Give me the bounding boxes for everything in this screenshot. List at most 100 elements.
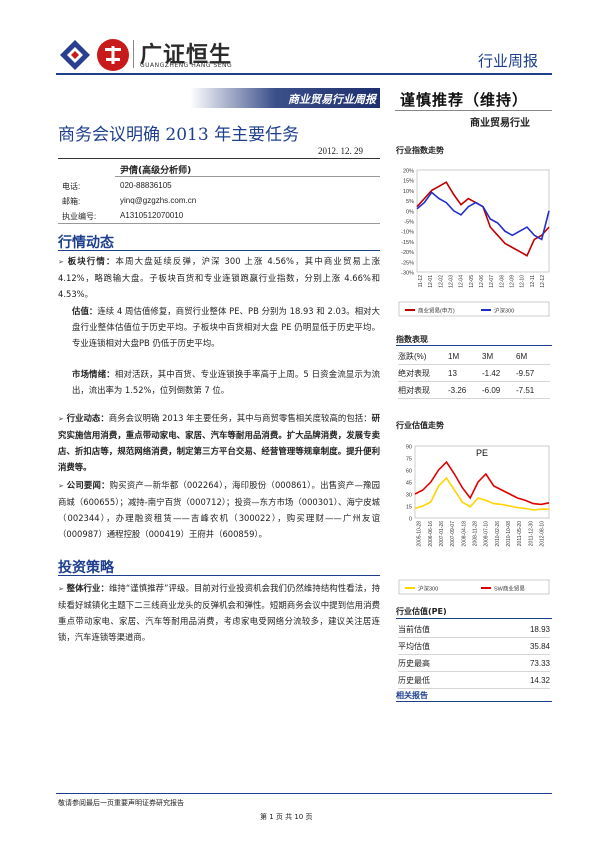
- y-tick-label: 0: [409, 517, 412, 523]
- y-tick-label: -30%: [401, 271, 414, 277]
- val-label: 历史最低: [398, 671, 492, 689]
- footer-rule: [56, 793, 552, 794]
- perf-header-row: 涨跌(%) 1M 3M 6M: [398, 348, 550, 365]
- analyst-email[interactable]: yinq@gzgzhs.com.cn: [120, 196, 197, 205]
- table-row: 历史最高 73.33: [398, 654, 550, 672]
- y-tick-label: -25%: [401, 260, 414, 266]
- series-line: [414, 476, 549, 511]
- analyst-rule: [115, 176, 380, 177]
- y-tick-label: 5%: [406, 199, 414, 205]
- perf-header-cell: 涨跌(%): [398, 348, 448, 365]
- para-sector-quote: ➢ 板块行情：本周大盘延续反弹，沪深 300 上涨 4.56%，其中商业贸易上涨…: [58, 253, 380, 302]
- x-tick-label: 12-08: [499, 275, 505, 288]
- footer-note: 敬请参阅最后一页重要声明证券研究报告: [58, 799, 184, 807]
- para-body: 连续 4 周估值修复，商贸行业整体 PE、PB 分别为 18.93 和 2.03…: [72, 306, 381, 348]
- val-label: 历史最高: [398, 654, 492, 672]
- x-tick-label: 2011-05-20: [517, 521, 523, 546]
- y-tick-label: -10%: [401, 230, 414, 236]
- section-rule: [58, 575, 380, 576]
- para-bold: 研究实施信用消费，重点带动家电、家居、汽车等耐用品消费。扩大品牌消费，发展专卖店…: [58, 413, 381, 472]
- perf-cell: -3.26: [448, 381, 482, 399]
- para-body: 维持“谨慎推荐”评级。目前对行业投资机会我们仍然维持结构性看法，持续看好城镇化主…: [58, 583, 380, 642]
- plot-area: [414, 445, 550, 519]
- x-tick-label: 12-02: [438, 275, 444, 288]
- perf-cell: -6.09: [482, 381, 516, 399]
- perf-cell: -9.57: [516, 364, 550, 382]
- chart2: 90 75 60 45 30 15 0 2005-10-28 2006-06-16 2007-01…: [398, 445, 550, 595]
- val-value: 35.84: [491, 637, 550, 655]
- x-tick-label: 2008-04-18: [461, 521, 467, 547]
- perf-rule: [396, 345, 552, 346]
- x-tick-label: 12-01: [428, 275, 434, 288]
- chart1: 20% 15% 10% 5% 0% -5% -10% -15% -20% -25% -30% 11-1…: [398, 169, 550, 317]
- chart2-title: 行业估值走势: [396, 421, 444, 430]
- section-title-market: 行情动态: [58, 235, 114, 251]
- y-tick-label: -5%: [404, 220, 414, 226]
- x-tick-label: 2011-12-30: [528, 521, 534, 546]
- chart1-title: 行业指数走势: [396, 146, 444, 155]
- analyst-email-label: 邮箱:: [62, 197, 81, 206]
- x-tick-label: 12-10: [520, 275, 526, 288]
- bullet-arrow-icon: ➢: [58, 258, 64, 266]
- x-tick-label: 12-06: [479, 275, 485, 288]
- section-rule: [58, 250, 380, 251]
- x-tick-label: 2005-10-28: [417, 521, 423, 547]
- section-banner: [190, 88, 380, 108]
- y-tick-label: 90: [406, 445, 412, 451]
- x-tick-label: 2012-08-10: [539, 521, 545, 547]
- bullet-arrow-icon: ➢: [58, 482, 64, 490]
- perf-header-cell: 3M: [482, 348, 516, 365]
- perf-cell: 相对表现: [398, 381, 448, 399]
- header-rule: [56, 73, 552, 75]
- x-tick-label: 12-09: [509, 275, 515, 288]
- x-tick-label: 2007-01-26: [439, 521, 445, 547]
- x-tick-label: 2010-02-26: [495, 521, 501, 547]
- val-table: 当前估值 18.93 平均估值 35.84 历史最高 73.33 历史最低 14.32: [398, 621, 550, 689]
- para-valuation: 估值：连续 4 周估值修复，商贸行业整体 PE、PB 分别为 18.93 和 2…: [72, 303, 380, 351]
- table-row: 当前估值 18.93: [398, 621, 550, 638]
- y-tick-label: 10%: [403, 189, 414, 195]
- x-tick-label: 2007-09-07: [450, 521, 456, 547]
- plot-area: [416, 169, 550, 273]
- perf-cell: 13: [448, 364, 482, 382]
- x-tick-label: 2009-07-10: [484, 521, 490, 547]
- bullet-arrow-icon: ➢: [58, 415, 64, 423]
- val-title: 行业估值(PE): [396, 607, 447, 616]
- val-value: 14.32: [491, 671, 550, 689]
- analyst-bottom-rule: [58, 223, 380, 224]
- analyst-phone: 020-88836105: [120, 181, 172, 190]
- y-tick-label: 60: [406, 469, 412, 475]
- table-row: 平均估值 35.84: [398, 637, 550, 655]
- x-tick-label: 11-12: [418, 275, 424, 288]
- para-industry-news: ➢ 行业动态：商务会议明确 2013 年主要任务，其中与商贸零售相关度较高的包括…: [58, 410, 380, 475]
- chart-title: PE: [476, 448, 488, 458]
- perf-header-cell: 1M: [448, 348, 482, 365]
- legend-label: 商业贸易(申万): [418, 307, 455, 315]
- title-rule: [58, 158, 380, 159]
- brand-name: 广证恒生: [140, 43, 233, 68]
- para-body: 购买资产—新华都（002264），海印股份（000861）。出售资产—豫园商城（…: [58, 480, 380, 539]
- analyst-phone-label: 电话:: [62, 182, 81, 191]
- page-number: 第 1 页 共 10 页: [260, 813, 313, 821]
- table-row: 相对表现 -3.26 -6.09 -7.51: [398, 381, 550, 399]
- val-rule: [396, 618, 552, 619]
- analyst-license: A1310512070010: [120, 211, 184, 220]
- val-label: 平均估值: [398, 637, 492, 655]
- para-company-news: ➢ 公司要闻：购买资产—新华都（002264），海印股份（000861）。出售资…: [58, 477, 380, 542]
- related-reports-link[interactable]: 相关报告: [396, 691, 428, 700]
- table-row: 历史最低 14.32: [398, 671, 550, 689]
- para-head: 市场情绪：: [72, 369, 115, 379]
- x-tick-label: 2010-10-08: [506, 521, 512, 547]
- section-banner-label: 商业贸易行业周报: [288, 93, 376, 106]
- y-tick-label: 45: [406, 481, 412, 487]
- para-head: 整体行业：: [66, 583, 109, 593]
- y-tick-label: -15%: [401, 240, 414, 246]
- y-tick-label: 0%: [406, 209, 414, 215]
- legend-label: SW商业贸易: [494, 585, 525, 593]
- val-value: 18.93: [491, 621, 550, 638]
- para-body: 商务会议明确 2013 年主要任务，其中与商贸零售相关度较高的包括：: [108, 413, 372, 423]
- rating: 谨慎推荐（维持）: [400, 91, 529, 109]
- logo-divider: [133, 40, 134, 68]
- rating-rule: [395, 110, 552, 111]
- x-tick-label: 2006-06-16: [428, 521, 434, 547]
